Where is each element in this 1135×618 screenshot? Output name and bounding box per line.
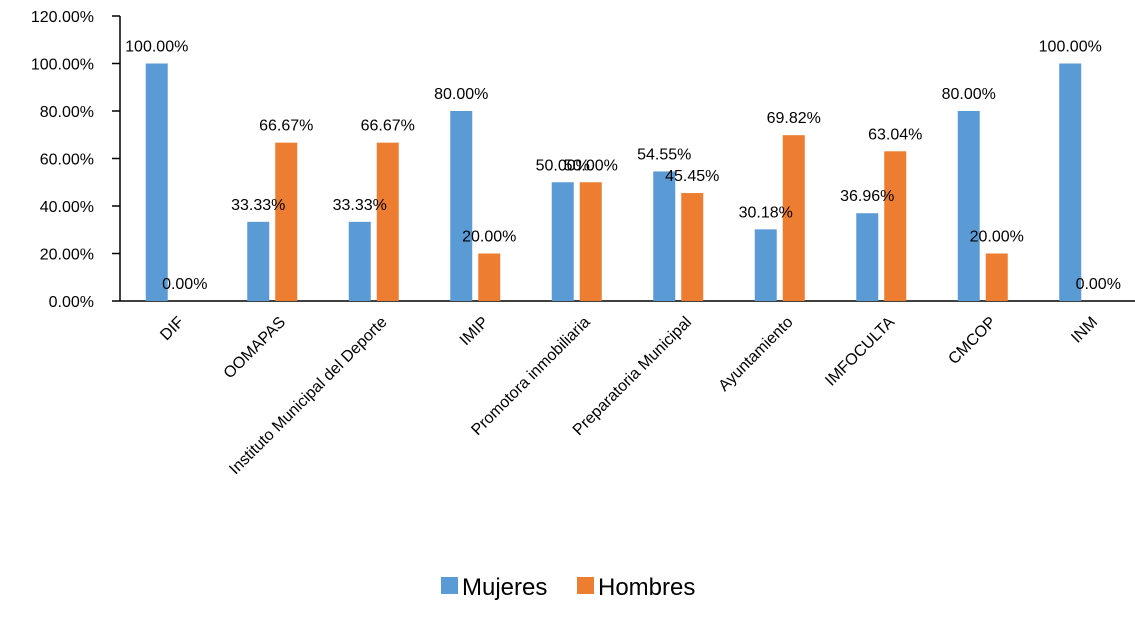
data-label-hombres: 63.04%	[868, 126, 922, 143]
category-label: Instituto Municipal del Deporte	[226, 314, 390, 478]
data-label-hombres: 50.00%	[564, 157, 618, 174]
legend-swatch-mujeres	[441, 577, 458, 594]
bar-mujeres	[957, 111, 980, 301]
category-label: INM	[1068, 314, 1101, 347]
y-tick-label: 120.00%	[31, 9, 94, 26]
category-label: Preparatoria Municipal	[570, 314, 695, 439]
bar-mujeres	[856, 213, 879, 301]
legend-label-mujeres: Mujeres	[462, 574, 547, 601]
data-label-hombres: 66.67%	[259, 118, 313, 135]
y-tick-label: 100.00%	[31, 57, 94, 74]
bar-mujeres	[1059, 63, 1082, 301]
data-label-hombres: 0.00%	[162, 276, 207, 293]
data-label-mujeres: 36.96%	[840, 188, 894, 205]
bar-mujeres	[348, 221, 371, 301]
data-label-hombres: 66.67%	[361, 118, 415, 135]
bar-mujeres	[247, 221, 270, 301]
bar-hombres	[681, 193, 704, 301]
data-label-mujeres: 33.33%	[333, 197, 387, 214]
bar-hombres	[275, 142, 298, 301]
data-label-hombres: 20.00%	[970, 229, 1024, 246]
bar-mujeres	[450, 111, 473, 301]
data-label-hombres: 0.00%	[1076, 276, 1121, 293]
bar-mujeres	[653, 171, 676, 301]
data-label-hombres: 45.45%	[665, 168, 719, 185]
category-label: Ayuntamiento	[716, 314, 797, 395]
category-label: DIF	[157, 314, 187, 344]
data-label-mujeres: 30.18%	[739, 204, 793, 221]
category-label: IMIP	[457, 314, 492, 349]
data-label-mujeres: 80.00%	[942, 86, 996, 103]
data-label-mujeres: 100.00%	[1039, 39, 1102, 56]
bar-hombres	[376, 142, 399, 301]
y-tick-label: 20.00%	[40, 247, 94, 264]
y-tick-label: 40.00%	[40, 199, 94, 216]
y-tick-label: 0.00%	[49, 294, 94, 311]
data-label-mujeres: 33.33%	[231, 197, 285, 214]
bar-mujeres	[145, 63, 168, 301]
bar-mujeres	[551, 182, 574, 301]
bar-hombres	[782, 135, 805, 301]
category-label: IMFOCULTA	[822, 314, 898, 390]
category-label: CMCOP	[945, 314, 999, 368]
data-label-mujeres: 100.00%	[125, 39, 188, 56]
category-label: Promotora inmobiliaria	[468, 314, 593, 439]
legend-swatch-hombres	[577, 577, 594, 594]
data-label-mujeres: 50.00%	[536, 157, 590, 174]
data-label-mujeres: 54.55%	[637, 146, 691, 163]
bar-hombres	[985, 253, 1008, 301]
legend-label-hombres: Hombres	[598, 574, 695, 601]
bar-mujeres	[754, 229, 777, 301]
y-tick-label: 80.00%	[40, 104, 94, 121]
category-label: OOMAPAS	[221, 314, 289, 382]
data-label-hombres: 20.00%	[462, 229, 516, 246]
bar-hombres	[478, 253, 501, 301]
data-label-mujeres: 80.00%	[434, 86, 488, 103]
bar-hombres	[884, 151, 907, 301]
y-tick-label: 60.00%	[40, 152, 94, 169]
data-label-hombres: 69.82%	[767, 110, 821, 127]
bar-hombres	[579, 182, 602, 301]
